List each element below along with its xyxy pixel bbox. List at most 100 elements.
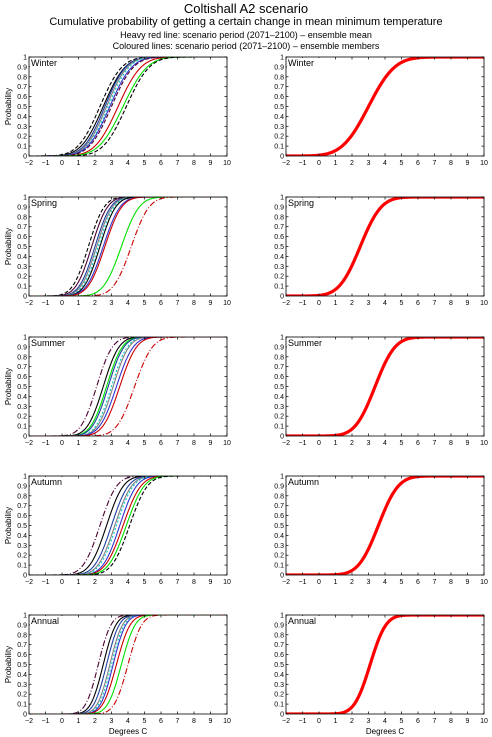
x-tick-label: 5: [400, 300, 404, 307]
panel-label: Summer: [31, 338, 65, 348]
x-tick-label: −2: [25, 579, 33, 586]
y-tick-label: 0.7: [274, 503, 284, 510]
heavy-line-note: Heavy red line: scenario period (2071–21…: [120, 30, 372, 40]
series-line-9: [29, 337, 227, 436]
y-tick-label: 0: [280, 712, 284, 719]
x-tick-label: 0: [317, 300, 321, 307]
y-tick-label: 0.5: [274, 104, 284, 111]
y-tick-label: 0.4: [274, 672, 284, 679]
y-tick-label: 0.3: [17, 404, 27, 411]
y-tick-label: 0.1: [274, 424, 284, 431]
x-tick-label: −1: [299, 300, 307, 307]
y-tick-label: 0: [23, 294, 27, 301]
y-tick-label: 1: [23, 335, 27, 342]
panel-label-bg: [287, 338, 322, 348]
series-line-4: [29, 197, 227, 296]
y-tick-label: 0.2: [17, 274, 27, 281]
y-tick-label: 0.3: [274, 543, 284, 550]
x-tick-label: 2: [350, 300, 354, 307]
x-tick-label: 0: [317, 440, 321, 447]
y-tick-label: 0.2: [17, 692, 27, 699]
y-tick-label: 0.6: [17, 374, 27, 381]
y-tick-label: 0.2: [274, 692, 284, 699]
series-line-6: [29, 615, 227, 714]
series-line-1: [286, 197, 484, 296]
series-line-8: [29, 337, 227, 436]
x-tick-label: −1: [42, 300, 50, 307]
y-tick-label: 0.9: [274, 344, 284, 351]
x-tick-label: 3: [367, 440, 371, 447]
x-tick-label: 9: [466, 300, 470, 307]
series-line-9: [29, 197, 227, 296]
x-tick-label: −2: [25, 440, 33, 447]
y-tick-label: 0.9: [274, 622, 284, 629]
series-group: [29, 337, 227, 436]
series-line-10: [29, 197, 227, 296]
y-tick-label: 0.3: [17, 124, 27, 131]
y-tick-label: 0.6: [17, 513, 27, 520]
x-tick-label: −1: [42, 160, 50, 167]
series-group: [286, 337, 484, 436]
y-tick-label: 0.2: [274, 553, 284, 560]
x-tick-label: 9: [466, 579, 470, 586]
y-tick-label: 0.7: [17, 84, 27, 91]
x-tick-label: 8: [449, 300, 453, 307]
x-tick-label: 1: [77, 300, 81, 307]
y-tick-label: 0.3: [17, 543, 27, 550]
x-tick-label: 1: [77, 440, 81, 447]
series-line-6: [29, 337, 227, 436]
x-tick-label: 3: [110, 579, 114, 586]
x-tick-label: 9: [209, 160, 213, 167]
y-tick-label: 1: [23, 474, 27, 481]
panel-label-bg: [30, 477, 65, 487]
x-tick-label: 2: [93, 579, 97, 586]
x-axis-label: Degrees C: [109, 727, 147, 736]
chart-panel-autumn-mean: −2 −1 0 1 2 3 4 5 6 7 8 9 10 0 0.1 0.2 0.3 0.4 0.5 0.6 0.7 0.…: [274, 474, 488, 587]
x-tick-label: 4: [126, 440, 130, 447]
series-line-1: [286, 57, 484, 156]
x-tick-label: 4: [126, 300, 130, 307]
y-tick-label: 0.5: [17, 384, 27, 391]
x-tick-label: 7: [176, 440, 180, 447]
panel-label: Winter: [31, 58, 57, 68]
y-tick-label: 1: [23, 195, 27, 202]
x-tick-label: 1: [334, 579, 338, 586]
panel-label: Autumn: [288, 477, 319, 487]
y-tick-label: 0.1: [274, 563, 284, 570]
x-tick-label: 10: [480, 440, 488, 447]
y-tick-label: 0.9: [17, 344, 27, 351]
y-tick-label: 1: [280, 613, 284, 620]
x-tick-label: −2: [25, 160, 33, 167]
y-tick-label: 0: [280, 434, 284, 441]
x-tick-label: −2: [282, 579, 290, 586]
y-tick-label: 0.1: [17, 284, 27, 291]
x-tick-label: 8: [192, 440, 196, 447]
x-tick-label: 5: [400, 440, 404, 447]
y-tick-label: 0.4: [274, 533, 284, 540]
y-tick-label: 0.2: [274, 134, 284, 141]
x-tick-label: 5: [143, 440, 147, 447]
y-tick-label: 1: [280, 335, 284, 342]
x-tick-label: 3: [110, 300, 114, 307]
x-tick-label: 2: [93, 300, 97, 307]
axes-box: [285, 475, 485, 576]
x-tick-label: 5: [143, 718, 147, 725]
x-tick-label: 10: [480, 300, 488, 307]
y-tick-label: 0.9: [274, 483, 284, 490]
y-tick-label: 1: [280, 474, 284, 481]
y-tick-label: 0.8: [17, 354, 27, 361]
y-tick-label: 0.8: [17, 493, 27, 500]
panel-label: Annual: [31, 616, 59, 626]
x-tick-label: 7: [433, 718, 437, 725]
series-line-3: [29, 337, 227, 436]
x-tick-label: 7: [433, 300, 437, 307]
series-group: [29, 615, 227, 714]
series-group: [286, 615, 484, 714]
y-tick-label: 0.5: [274, 523, 284, 530]
x-tick-label: −1: [299, 160, 307, 167]
x-tick-label: 1: [334, 300, 338, 307]
series-line-2: [29, 197, 227, 296]
y-tick-label: 0.8: [17, 74, 27, 81]
series-line-5: [29, 476, 227, 575]
y-tick-label: 0: [23, 434, 27, 441]
